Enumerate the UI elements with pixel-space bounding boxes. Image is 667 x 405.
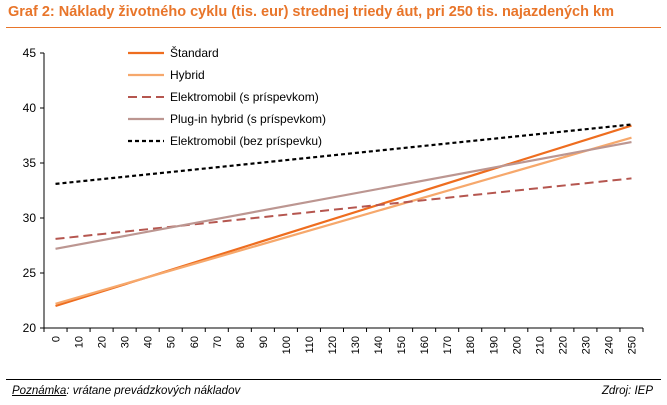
x-tick-label: 0: [51, 336, 63, 342]
x-tick-label: 180: [465, 336, 477, 354]
y-tick-label: 40: [23, 101, 37, 115]
x-tick-label: 140: [373, 336, 385, 354]
y-tick-label: 35: [23, 156, 37, 170]
legend-label: Hybrid: [170, 68, 205, 82]
x-tick-label: 40: [143, 336, 155, 348]
series-line-3: [56, 178, 632, 239]
x-tick-label: 100: [281, 336, 293, 354]
x-tick-label: 20: [97, 336, 109, 348]
footer-divider: [6, 379, 661, 380]
legend-label: Elektromobil (bez príspevku): [170, 134, 322, 148]
y-tick-label: 45: [23, 46, 37, 60]
legend-label: Štandard: [170, 46, 219, 60]
legend-swatch: [128, 48, 164, 58]
y-tick-label: 30: [23, 211, 37, 225]
legend-swatch: [128, 114, 164, 124]
legend-swatch: [128, 70, 164, 80]
x-tick-label: 190: [488, 336, 500, 354]
x-tick-label: 70: [212, 336, 224, 348]
y-tick-label: 20: [23, 321, 37, 335]
line-chart: 20 25 30 35 40 45 0 10 20 30 40 50 60 70 80 90 100 110 120…: [0, 0, 667, 380]
x-tick-label: 200: [511, 336, 523, 354]
legend-item-2: Hybrid: [128, 64, 326, 86]
x-tick-label: 10: [74, 336, 86, 348]
legend-item-5: Elektromobil (bez príspevku): [128, 130, 326, 152]
footnote-label: Poznámka: [12, 385, 66, 397]
x-tick-label: 170: [442, 336, 454, 354]
x-tick-label: 230: [580, 336, 592, 354]
legend-swatch: [128, 136, 164, 146]
y-tick-label: 25: [23, 266, 37, 280]
source-label: Zdroj: IEP: [602, 385, 653, 397]
legend-item-3: Elektromobil (s príspevkom): [128, 86, 326, 108]
x-tick-label: 250: [626, 336, 638, 354]
x-tick-label: 30: [120, 336, 132, 348]
series-line-4: [56, 142, 632, 249]
x-tick-label: 80: [235, 336, 247, 348]
x-tick-label: 150: [396, 336, 408, 354]
x-tick-label: 130: [350, 336, 362, 354]
x-tick-label: 220: [557, 336, 569, 354]
legend-label: Elektromobil (s príspevkom): [170, 90, 319, 104]
footnote: Poznámka: vrátane prevádzkových nákladov: [12, 385, 240, 397]
chart-legend: Štandard Hybrid Elektromobil (s príspevkom…: [128, 42, 326, 152]
legend-label: Plug-in hybrid (s príspevkom): [170, 112, 326, 126]
x-tick-label: 120: [327, 336, 339, 354]
legend-item-1: Štandard: [128, 42, 326, 64]
legend-item-4: Plug-in hybrid (s príspevkom): [128, 108, 326, 130]
x-tick-label: 110: [304, 336, 316, 354]
footnote-text: : vrátane prevádzkových nákladov: [66, 385, 240, 397]
x-tick-label: 90: [258, 336, 270, 348]
series-line-2: [56, 138, 632, 304]
x-tick-label: 160: [419, 336, 431, 354]
x-tick-label: 50: [166, 336, 178, 348]
x-tick-label: 210: [534, 336, 546, 354]
x-tick-label: 240: [603, 336, 615, 354]
x-tick-label: 60: [189, 336, 201, 348]
legend-swatch: [128, 92, 164, 102]
